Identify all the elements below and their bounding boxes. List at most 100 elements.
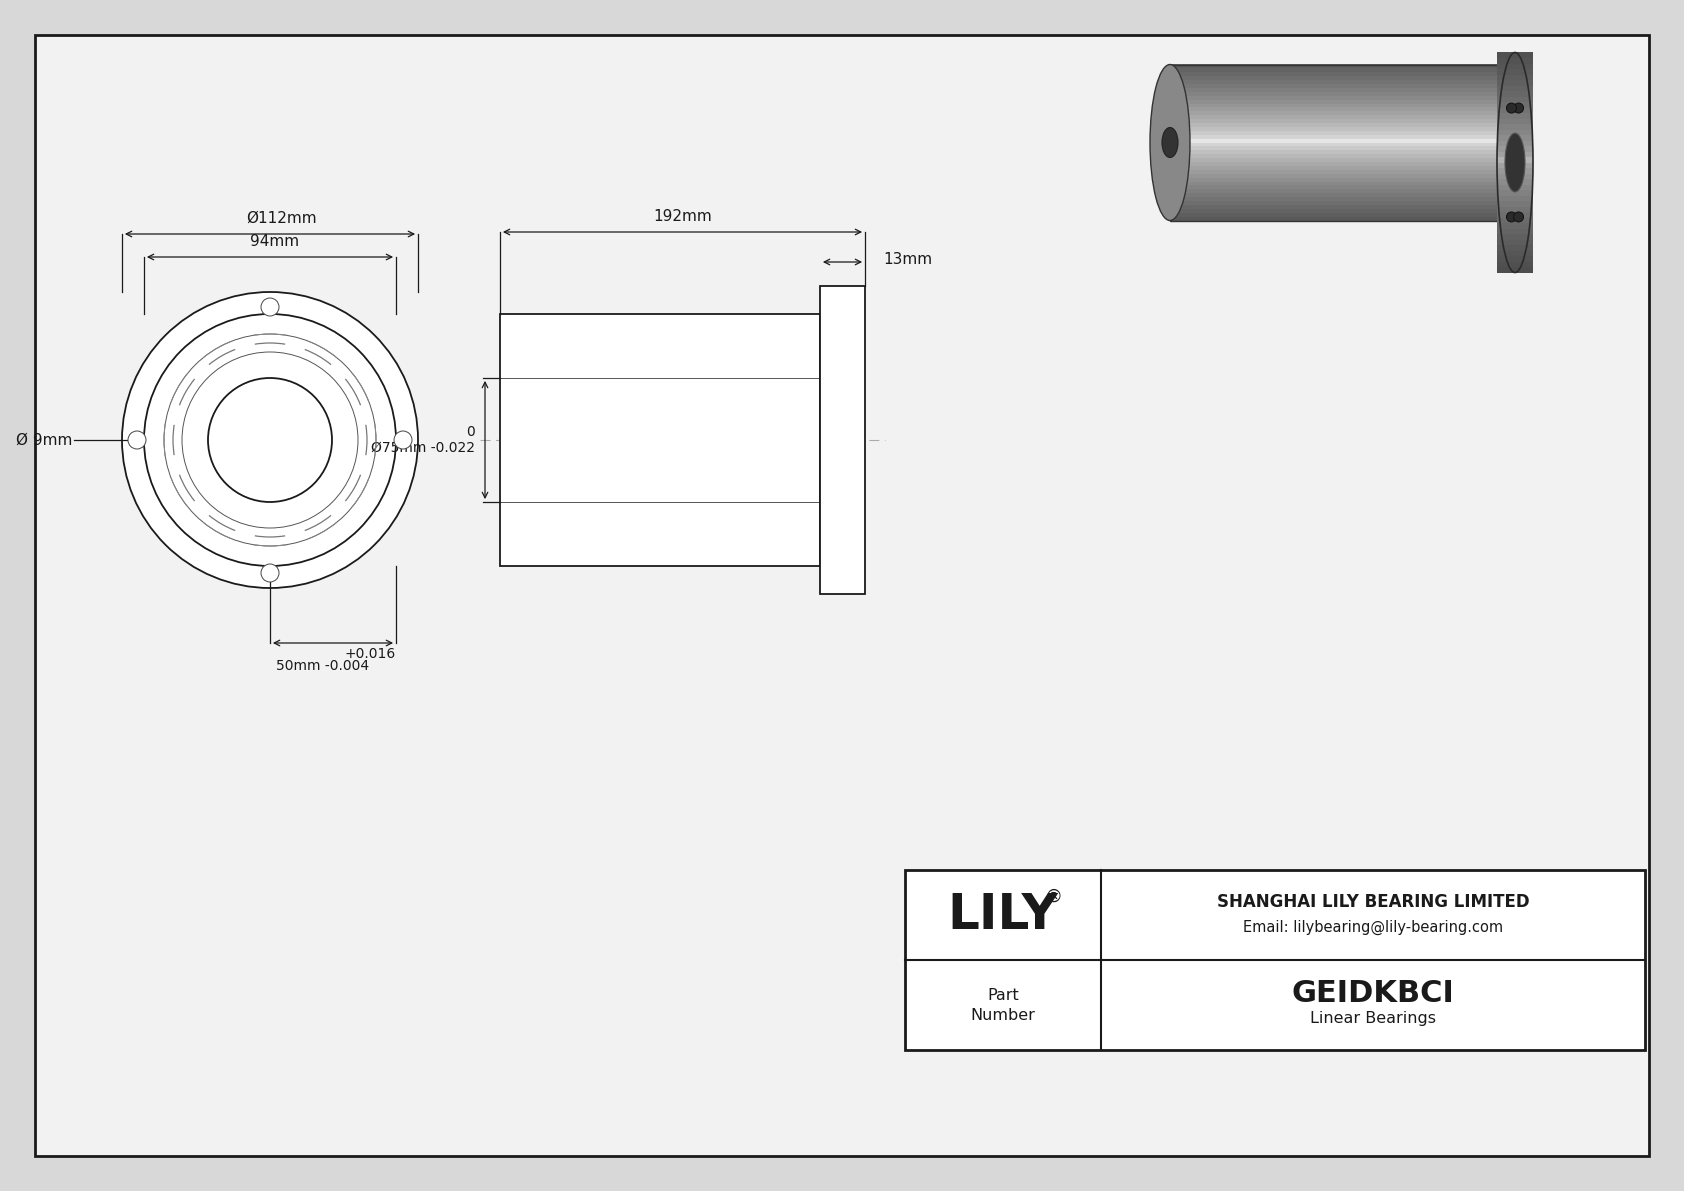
Text: SHANGHAI LILY BEARING LIMITED: SHANGHAI LILY BEARING LIMITED	[1218, 893, 1529, 911]
Text: Linear Bearings: Linear Bearings	[1310, 1010, 1436, 1025]
Bar	[1497, 63, 1532, 69]
Circle shape	[1514, 104, 1524, 113]
Bar	[1497, 52, 1532, 58]
Bar	[1170, 169, 1500, 174]
Bar	[1170, 87, 1500, 92]
Bar	[1497, 168, 1532, 174]
Bar	[1497, 195, 1532, 201]
Bar	[1170, 102, 1500, 107]
Bar	[1170, 64, 1500, 220]
Bar	[1497, 239, 1532, 245]
Bar	[1497, 151, 1532, 157]
Bar	[1170, 208, 1500, 213]
Bar	[1497, 223, 1532, 229]
Bar	[1170, 150, 1500, 154]
Bar	[1497, 107, 1532, 113]
Text: 0: 0	[466, 425, 475, 439]
Bar	[1497, 80, 1532, 86]
Bar	[1170, 135, 1500, 138]
Text: Part: Part	[987, 989, 1019, 1004]
Bar	[1170, 146, 1500, 150]
Bar	[1497, 112, 1532, 118]
Bar	[1497, 256, 1532, 262]
Bar	[1170, 119, 1500, 123]
Bar	[1170, 71, 1500, 76]
Text: 13mm: 13mm	[882, 251, 933, 267]
Bar	[1170, 99, 1500, 104]
Bar	[1497, 267, 1532, 273]
Bar	[1110, 45, 1640, 280]
Bar	[1170, 205, 1500, 208]
Bar	[1497, 173, 1532, 179]
Bar	[1170, 200, 1500, 205]
Bar	[1497, 250, 1532, 256]
Bar	[1497, 85, 1532, 91]
Bar	[1497, 227, 1532, 233]
Bar	[1497, 96, 1532, 102]
Text: 192mm: 192mm	[653, 208, 712, 224]
Bar	[1170, 193, 1500, 197]
Bar	[1497, 57, 1532, 63]
Text: 94mm: 94mm	[251, 233, 300, 249]
Text: GEIDKBCI: GEIDKBCI	[1292, 979, 1455, 1009]
Bar	[1497, 244, 1532, 250]
Bar	[1497, 162, 1532, 168]
Bar	[1170, 107, 1500, 111]
Bar	[1170, 189, 1500, 193]
Bar	[1170, 123, 1500, 127]
Bar	[1497, 212, 1532, 218]
Bar	[1497, 101, 1532, 107]
Bar	[1170, 111, 1500, 116]
Circle shape	[121, 292, 418, 588]
Bar	[1170, 166, 1500, 170]
Bar	[1497, 261, 1532, 267]
Bar	[1170, 68, 1500, 73]
Bar	[1497, 183, 1532, 191]
Bar	[1497, 189, 1532, 195]
Text: +0.016: +0.016	[345, 647, 396, 661]
Bar	[1497, 145, 1532, 151]
Bar	[1497, 91, 1532, 96]
Ellipse shape	[1505, 133, 1526, 192]
Circle shape	[209, 378, 332, 501]
Bar	[1170, 95, 1500, 100]
Bar	[1170, 181, 1500, 186]
Bar	[1170, 114, 1500, 119]
Bar	[904, 869, 1645, 1050]
Bar	[1170, 162, 1500, 166]
Bar	[500, 314, 820, 566]
Bar	[1497, 233, 1532, 239]
Text: Ø75mm -0.022: Ø75mm -0.022	[370, 441, 475, 455]
Bar	[1497, 156, 1532, 162]
Bar	[1497, 141, 1532, 146]
Circle shape	[261, 298, 280, 316]
Bar	[1170, 138, 1500, 143]
Bar	[1497, 135, 1532, 141]
Bar	[1170, 157, 1500, 162]
Bar	[1497, 118, 1532, 124]
Bar	[1170, 92, 1500, 95]
Bar	[1497, 206, 1532, 212]
Bar	[1497, 179, 1532, 185]
Bar	[1170, 154, 1500, 158]
Circle shape	[128, 431, 147, 449]
Text: Email: lilybearing@lily-bearing.com: Email: lilybearing@lily-bearing.com	[1243, 919, 1504, 935]
Circle shape	[1514, 212, 1524, 222]
Circle shape	[1507, 212, 1517, 222]
Bar	[1170, 64, 1500, 68]
Bar	[1170, 177, 1500, 181]
Bar	[1497, 69, 1532, 75]
Bar	[1170, 83, 1500, 88]
Text: Ø 9mm: Ø 9mm	[15, 432, 72, 448]
Bar	[1497, 200, 1532, 206]
Circle shape	[145, 314, 396, 566]
Bar	[1170, 185, 1500, 189]
Circle shape	[261, 565, 280, 582]
Bar	[1170, 197, 1500, 201]
Text: 50mm -0.004: 50mm -0.004	[276, 659, 369, 673]
Bar	[1497, 124, 1532, 130]
Bar	[1170, 126, 1500, 131]
Bar	[1170, 80, 1500, 85]
Bar	[820, 286, 866, 594]
Text: LILY: LILY	[948, 891, 1059, 939]
